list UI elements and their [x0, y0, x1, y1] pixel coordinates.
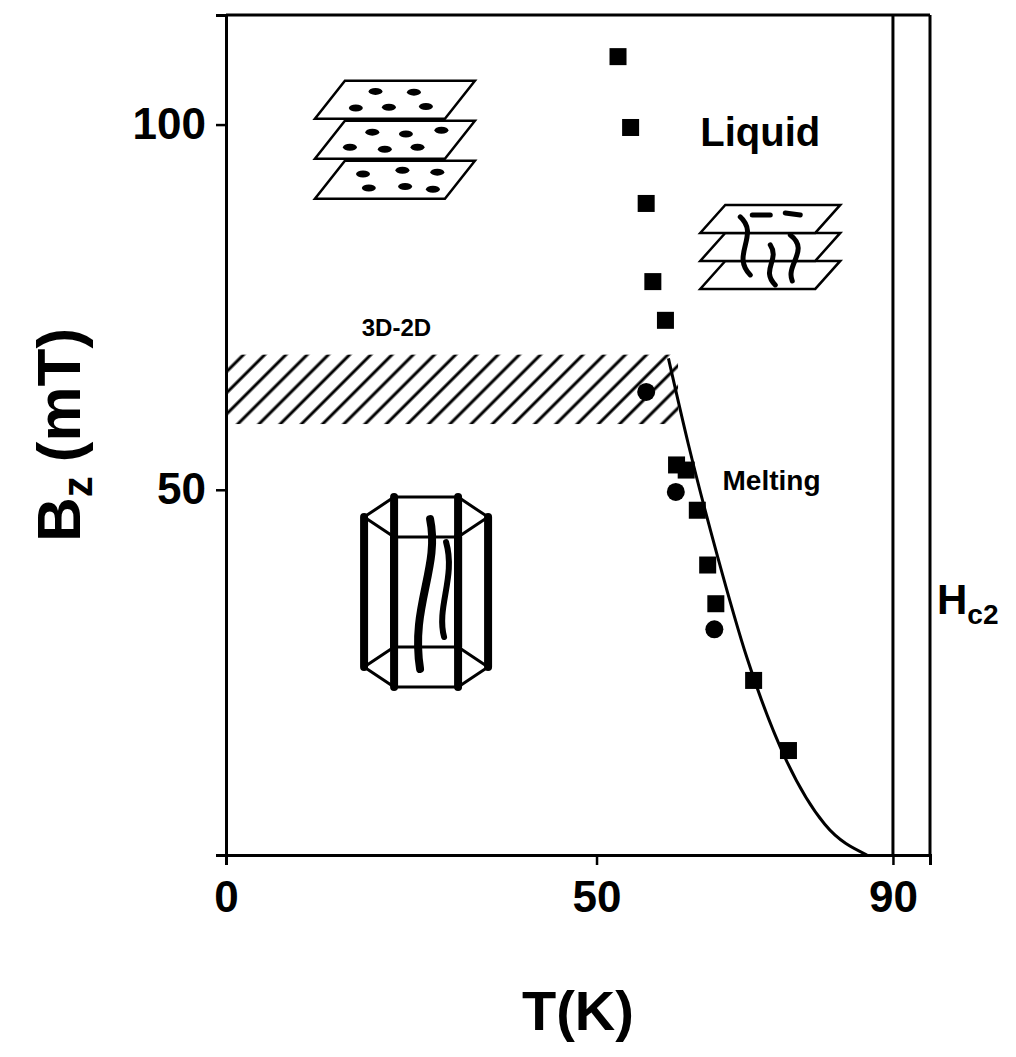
square-point: [644, 273, 661, 290]
square-point: [610, 48, 627, 65]
vortex-line: [740, 217, 750, 275]
y-tick-label: 50: [157, 464, 206, 513]
inset-liquid: [700, 205, 840, 289]
x-tick-mark: [892, 855, 895, 865]
crossover-band: [226, 355, 678, 424]
frame-right: [929, 15, 932, 855]
lattice-hex: [364, 647, 488, 687]
x-tick: 90: [869, 855, 918, 921]
x-tick-mark: [596, 855, 599, 865]
vortex-line: [752, 212, 770, 217]
y-axis: 50 100: [133, 16, 227, 856]
hc2-label-sub: c2: [967, 599, 998, 630]
hc2-line: [891, 15, 894, 855]
pancake: [349, 105, 363, 112]
vortex-rod: [360, 517, 368, 667]
x-tick-label: 50: [573, 872, 622, 921]
y-tick: 100: [133, 99, 226, 148]
y-axis-title-main: B: [24, 497, 93, 542]
background: [0, 0, 1016, 1057]
y-tick-label: 100: [133, 99, 206, 148]
y-axis-title-sub: z: [54, 476, 101, 497]
vortex-line: [785, 213, 800, 215]
lattice-hex: [364, 497, 488, 537]
square-point: [707, 595, 724, 612]
x-tick-label: 0: [214, 872, 238, 921]
vortex-rod-bent: [418, 519, 432, 669]
vortex-rod: [454, 537, 462, 687]
square-point: [699, 557, 716, 574]
pancake: [419, 103, 433, 110]
circle-point: [705, 620, 723, 638]
melting-label: Melting: [723, 465, 821, 496]
insets: [315, 81, 840, 687]
x-tick-label: 90: [869, 872, 918, 921]
x-tick: 0: [214, 855, 238, 921]
square-point: [638, 195, 655, 212]
circle-point: [667, 483, 685, 501]
pancake: [382, 104, 396, 111]
vortex-rod: [484, 517, 492, 667]
inset-lattice: [364, 497, 488, 687]
vortex-rod-bent: [442, 542, 449, 637]
pancake: [343, 144, 357, 151]
vortex-line: [769, 245, 775, 285]
pancake: [411, 144, 425, 151]
square-point: [622, 119, 639, 136]
pancake: [369, 88, 383, 95]
y-axis-line: [216, 16, 227, 856]
circle-point: [637, 383, 655, 401]
y-tick: 50: [157, 464, 226, 513]
layer-plane: [315, 121, 475, 159]
pancake: [399, 131, 413, 138]
liquid-label: Liquid: [700, 110, 820, 154]
hc2-label: Hc2: [937, 576, 999, 630]
pancake: [426, 186, 440, 193]
x-axis-title: T(K): [522, 979, 634, 1042]
x-tick: 50: [573, 855, 622, 921]
y-tick-mark: [216, 124, 226, 127]
frame-top: [226, 14, 930, 17]
pancake: [407, 89, 421, 96]
plot-area: [226, 15, 893, 855]
pancake: [365, 129, 379, 136]
pancake: [430, 169, 444, 176]
texts: T(K) Bz (mT) Hc2 3D-2D Liquid Melting: [24, 110, 999, 1042]
chart-root: 0 50 90 50 100 T(K) Bz (mT) Hc2 3D-2D Liquid Meltin…: [0, 0, 1016, 1057]
pancake: [362, 185, 376, 192]
crossover-label: 3D-2D: [362, 314, 431, 341]
layer-plane: [315, 81, 475, 119]
melting-line: [668, 358, 867, 855]
pancake: [398, 183, 412, 190]
pancake: [378, 146, 392, 153]
inset-2d: [315, 81, 475, 199]
vortex-rod: [390, 537, 398, 687]
square-point: [657, 312, 674, 329]
pancake: [395, 167, 409, 174]
x-axis-line: [227, 856, 931, 866]
vortex-line: [790, 235, 798, 281]
chart-svg: 0 50 90 50 100 T(K) Bz (mT) Hc2 3D-2D Liquid Meltin…: [0, 0, 1016, 1057]
pancake: [356, 171, 370, 178]
layer-plane: [700, 205, 840, 233]
layer-plane: [315, 161, 475, 199]
x-axis: 0 50 90: [214, 855, 930, 921]
y-tick-mark: [216, 489, 226, 492]
y-axis-title-unit: (mT): [24, 328, 93, 462]
y-axis-title: Bz (mT): [24, 328, 101, 542]
pancake: [434, 127, 448, 134]
hc2-label-main: H: [937, 576, 967, 623]
